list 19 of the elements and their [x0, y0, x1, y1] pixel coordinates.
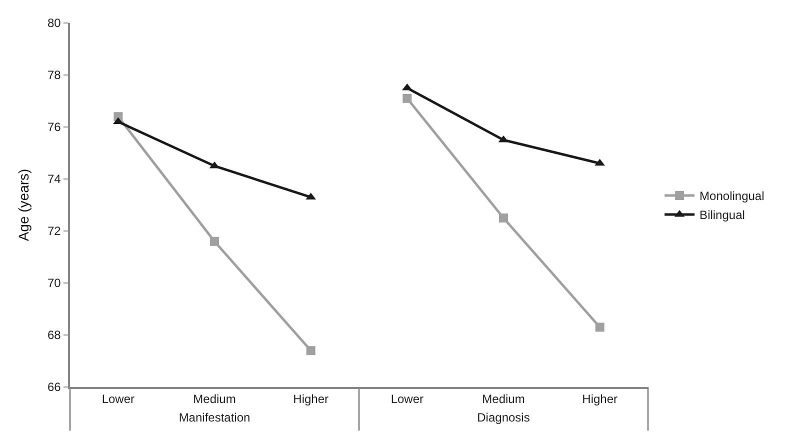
- x-tick-label: Higher: [293, 392, 329, 406]
- x-tick-label: Medium: [482, 392, 525, 406]
- x-tick-label: Lower: [102, 392, 135, 406]
- y-tick-label: 70: [47, 276, 62, 290]
- y-axis-title: Age (years): [16, 168, 32, 242]
- x-tick-label: Medium: [193, 392, 236, 406]
- x-tick-label: Lower: [390, 392, 424, 406]
- x-axis-title: Manifestation: [178, 410, 250, 425]
- y-tick-label: 66: [47, 380, 62, 394]
- y-tick-label: 74: [47, 172, 62, 186]
- y-tick-label: 68: [47, 328, 62, 342]
- y-tick-label: 78: [47, 68, 62, 82]
- legend-label: Monolingual: [700, 189, 764, 204]
- legend-label: Bilingual: [700, 208, 745, 222]
- x-tick-label: Higher: [582, 392, 618, 406]
- y-tick-label: 76: [47, 120, 62, 134]
- y-tick-label: 72: [47, 224, 62, 238]
- y-tick-label: 80: [47, 16, 62, 30]
- x-axis-title: Diagnosis: [477, 410, 530, 425]
